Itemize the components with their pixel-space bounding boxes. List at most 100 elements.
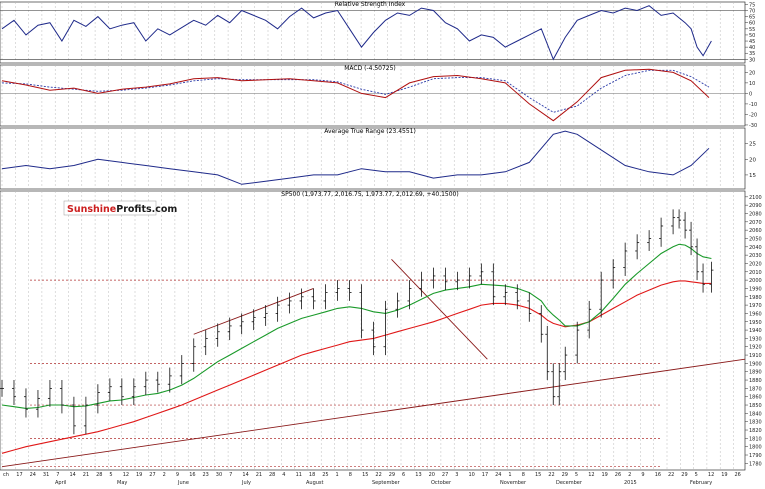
x-tick-label: 19: [721, 472, 727, 478]
x-tick-label: 25: [322, 472, 328, 478]
atr-ytick-label: 15: [749, 173, 756, 179]
x-tick-label: 21: [256, 472, 262, 478]
x-tick-label: 27: [149, 472, 155, 478]
x-tick-label: 4: [282, 472, 285, 478]
price-ytick-label: 1980: [749, 295, 762, 301]
x-tick-label: 26: [735, 472, 741, 478]
price-ytick-label: 1950: [749, 320, 762, 326]
x-tick-label: ch: [3, 472, 9, 478]
x-tick-label: 17: [482, 472, 488, 478]
macd-ytick-label: 20: [749, 70, 755, 76]
x-tick-label: 5: [109, 472, 112, 478]
x-tick-label: 18: [309, 472, 315, 478]
price-ytick-label: 1790: [749, 453, 762, 459]
x-tick-label: 9: [176, 472, 179, 478]
autumn-downtrend-line: [391, 258, 488, 360]
macd-title: MACD (-4.50725): [344, 65, 396, 72]
macd-signal-line: [1, 69, 710, 113]
x-tick-label: 5: [695, 472, 698, 478]
x-tick-label: 22: [668, 472, 674, 478]
price-ytick-label: 2050: [749, 236, 762, 242]
x-tick-label: 31: [43, 472, 49, 478]
price-ytick-label: 1850: [749, 403, 762, 409]
x-month-label: May: [117, 480, 127, 486]
price-panel-frame: [0, 190, 746, 471]
price-ytick-label: 1900: [749, 361, 762, 367]
x-month-label: April: [55, 480, 66, 486]
atr-panel-frame: [0, 127, 746, 190]
price-ytick-label: 2030: [749, 253, 762, 259]
chart-grid: [1, 2, 734, 470]
price-ytick-label: 1970: [749, 303, 762, 309]
x-tick-label: 14: [70, 472, 76, 478]
x-tick-label: 29: [562, 472, 568, 478]
x-tick-label: 15: [362, 472, 368, 478]
price-ytick-label: 1990: [749, 286, 762, 292]
macd-ytick-label: -10: [749, 102, 757, 108]
price-ytick-label: 2090: [749, 203, 762, 209]
price-ytick-label: 1830: [749, 420, 762, 426]
price-ytick-label: 1930: [749, 336, 762, 342]
rsi-series-line: [1, 5, 712, 61]
x-tick-label: 19: [136, 472, 142, 478]
x-month-label: December: [556, 480, 583, 486]
x-month-label: February: [690, 480, 712, 486]
price-ytick-label: 1800: [749, 445, 762, 451]
price-ytick-label: 1920: [749, 345, 762, 351]
price-ytick-label: 2080: [749, 211, 762, 217]
x-tick-label: 11: [296, 472, 302, 478]
chart-axes: 30354045505560657075-30-20-1001020152025…: [3, 2, 762, 486]
x-tick-label: 5: [575, 472, 578, 478]
rsi-ytick-label: 70: [749, 9, 755, 15]
x-tick-label: 29: [389, 472, 395, 478]
x-month-label: June: [177, 480, 189, 486]
x-tick-label: 30: [216, 472, 222, 478]
macd-ytick-label: -30: [749, 123, 757, 129]
price-ytick-label: 2070: [749, 220, 762, 226]
price-ytick-label: 2040: [749, 245, 762, 251]
x-tick-label: 8: [522, 472, 525, 478]
rsi-ytick-label: 35: [749, 51, 755, 57]
x-tick-label: 27: [442, 472, 448, 478]
price-ytick-label: 1890: [749, 370, 762, 376]
x-month-label: July: [241, 480, 251, 486]
x-tick-label: 3: [455, 472, 458, 478]
x-tick-label: 17: [16, 472, 22, 478]
x-tick-label: 15: [535, 472, 541, 478]
x-month-label: September: [372, 480, 401, 486]
x-tick-label: 7: [229, 472, 232, 478]
price-ytick-label: 2100: [749, 195, 762, 201]
x-tick-label: 12: [123, 472, 129, 478]
rsi-panel-frame: [0, 1, 746, 64]
x-tick-label: 2: [628, 472, 631, 478]
macd-ytick-label: 10: [749, 81, 755, 87]
x-tick-label: 13: [415, 472, 421, 478]
x-tick-label: 16: [655, 472, 661, 478]
rsi-ytick-label: 55: [749, 27, 755, 33]
x-tick-label: 12: [588, 472, 594, 478]
x-tick-label: 28: [96, 472, 102, 478]
x-month-label: August: [306, 480, 324, 486]
price-ytick-label: 1810: [749, 436, 762, 442]
price-ytick-label: 1870: [749, 386, 762, 392]
chart-marks: [0, 5, 746, 468]
price-ytick-label: 1910: [749, 353, 762, 359]
x-tick-label: 24: [30, 472, 36, 478]
svg-text:SunshineProfits.com: SunshineProfits.com: [67, 204, 177, 215]
price-ytick-label: 1820: [749, 428, 762, 434]
x-tick-label: 23: [203, 472, 209, 478]
brand-logo: SunshineProfits.com: [63, 200, 177, 216]
rsi-ytick-label: 40: [749, 45, 755, 51]
x-tick-label: 21: [83, 472, 89, 478]
atr-series-line: [1, 130, 710, 185]
rsi-ytick-label: 30: [749, 57, 755, 63]
x-tick-label: 8: [349, 472, 352, 478]
x-tick-label: 20: [429, 472, 435, 478]
x-tick-label: 7: [56, 472, 59, 478]
long-uptrend-line: [1, 358, 746, 468]
price-ytick-label: 1780: [749, 461, 762, 467]
brand-part-2: Profits.com: [116, 204, 177, 215]
x-tick-label: 1: [336, 472, 339, 478]
x-month-label: 2015: [624, 480, 637, 486]
x-month-label: October: [431, 480, 452, 486]
